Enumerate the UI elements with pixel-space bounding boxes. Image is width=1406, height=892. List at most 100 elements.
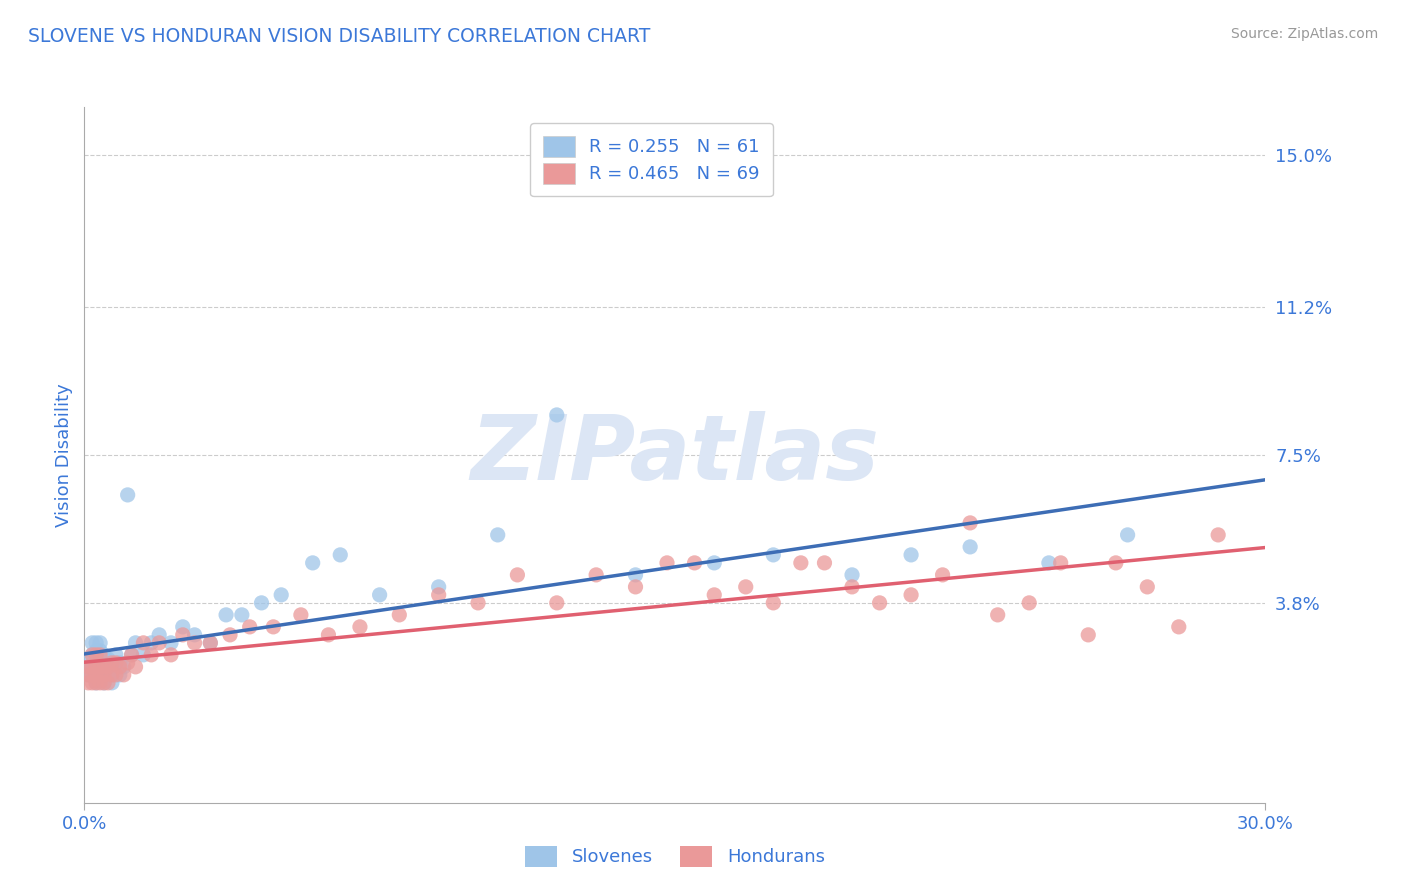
Point <box>89 668 111 682</box>
Point <box>84 648 107 662</box>
Point <box>219 628 242 642</box>
Point <box>82 636 104 650</box>
Point <box>77 652 100 666</box>
Point <box>841 567 863 582</box>
Point <box>89 652 111 666</box>
Point <box>900 588 922 602</box>
Point <box>93 676 115 690</box>
Text: SLOVENE VS HONDURAN VISION DISABILITY CORRELATION CHART: SLOVENE VS HONDURAN VISION DISABILITY CO… <box>28 27 651 45</box>
Point <box>112 660 135 674</box>
Point <box>683 556 706 570</box>
Point <box>93 668 115 682</box>
Point <box>585 567 607 582</box>
Point <box>869 596 891 610</box>
Point <box>82 660 104 674</box>
Point <box>84 660 107 674</box>
Point <box>84 668 107 682</box>
Point <box>467 596 489 610</box>
Point <box>84 676 107 690</box>
Point <box>183 636 205 650</box>
Point <box>82 676 104 690</box>
Point <box>624 567 647 582</box>
Point <box>89 668 111 682</box>
Point <box>841 580 863 594</box>
Point <box>329 548 352 562</box>
Point <box>790 556 813 570</box>
Point <box>141 648 163 662</box>
Point <box>104 648 127 662</box>
Point <box>84 636 107 650</box>
Point <box>1206 528 1229 542</box>
Point <box>250 596 273 610</box>
Point <box>388 607 411 622</box>
Point <box>270 588 292 602</box>
Point <box>172 628 194 642</box>
Point <box>93 660 115 674</box>
Point <box>82 668 104 682</box>
Point <box>239 620 262 634</box>
Point <box>93 668 115 682</box>
Point <box>486 528 509 542</box>
Point <box>200 636 222 650</box>
Point <box>77 676 100 690</box>
Point <box>101 656 124 670</box>
Point <box>546 408 568 422</box>
Point <box>84 652 107 666</box>
Point <box>1136 580 1159 594</box>
Point <box>77 668 100 682</box>
Point <box>427 580 450 594</box>
Point <box>121 648 143 662</box>
Point <box>1018 596 1040 610</box>
Point <box>89 660 111 674</box>
Point <box>762 548 785 562</box>
Point <box>82 648 104 662</box>
Point <box>77 668 100 682</box>
Point <box>117 656 139 670</box>
Point <box>132 648 155 662</box>
Point <box>97 676 120 690</box>
Point <box>124 660 146 674</box>
Point <box>89 660 111 674</box>
Point <box>101 668 124 682</box>
Text: ZIPatlas: ZIPatlas <box>471 411 879 499</box>
Point <box>200 636 222 650</box>
Point <box>987 607 1010 622</box>
Point <box>84 644 107 658</box>
Point <box>1077 628 1099 642</box>
Point <box>703 556 725 570</box>
Point <box>121 648 143 662</box>
Point <box>931 567 953 582</box>
Point <box>148 636 170 650</box>
Point <box>141 636 163 650</box>
Point <box>82 660 104 674</box>
Point <box>77 660 100 674</box>
Point <box>97 660 120 674</box>
Point <box>1038 556 1060 570</box>
Point <box>762 596 785 610</box>
Point <box>959 540 981 554</box>
Point <box>1049 556 1071 570</box>
Point <box>104 660 127 674</box>
Point <box>93 660 115 674</box>
Point <box>172 620 194 634</box>
Point <box>77 660 100 674</box>
Point <box>108 660 131 674</box>
Point <box>89 644 111 658</box>
Point <box>813 556 835 570</box>
Point <box>82 668 104 682</box>
Point <box>734 580 756 594</box>
Point <box>703 588 725 602</box>
Point <box>231 607 253 622</box>
Point <box>900 548 922 562</box>
Point <box>427 588 450 602</box>
Point <box>1116 528 1139 542</box>
Point <box>124 636 146 650</box>
Point <box>1105 556 1128 570</box>
Point <box>506 567 529 582</box>
Point <box>132 636 155 650</box>
Text: Source: ZipAtlas.com: Source: ZipAtlas.com <box>1230 27 1378 41</box>
Point <box>82 648 104 662</box>
Point <box>301 556 323 570</box>
Point <box>84 660 107 674</box>
Point <box>368 588 391 602</box>
